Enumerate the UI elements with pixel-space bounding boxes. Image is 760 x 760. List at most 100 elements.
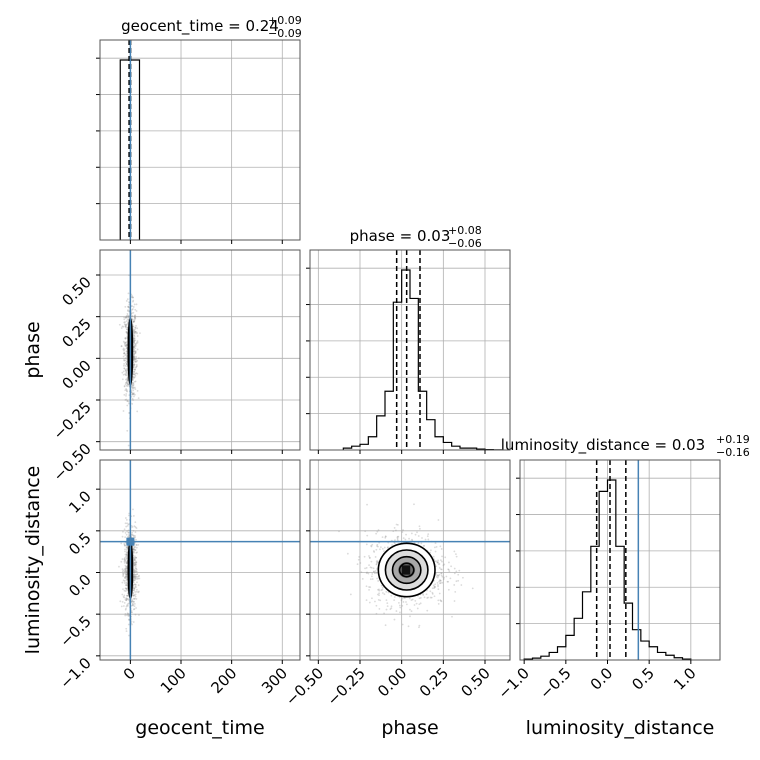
xtick-label-geocent-time: 0 [120,664,139,683]
density-phase-vs-luminosity-distance-point [453,567,456,570]
density-geocent-time-vs-luminosity-distance-point [138,577,141,580]
density-geocent-time-vs-luminosity-distance-point [136,573,139,575]
density-phase-vs-luminosity-distance-point [417,535,420,537]
density-geocent-time-vs-phase-point [131,308,134,311]
density-geocent-time-vs-phase-point [126,400,129,402]
density-geocent-time-vs-luminosity-distance-point [135,598,138,600]
density-geocent-time-vs-phase-point [132,306,135,308]
density-geocent-time-vs-phase-point [126,344,128,346]
density-geocent-time-vs-luminosity-distance-point [134,586,137,589]
density-phase-vs-luminosity-distance-point [360,571,363,573]
density-phase-vs-luminosity-distance-point [426,597,429,599]
density-geocent-time-vs-phase-point [132,332,135,335]
density-phase-vs-luminosity-distance-point [366,571,368,574]
density-geocent-time-vs-phase-point [123,367,126,370]
density-phase-vs-luminosity-distance-point [439,559,442,562]
density-geocent-time-vs-luminosity-distance-point [126,573,128,576]
density-geocent-time-vs-phase-point [132,392,135,395]
density-geocent-time-vs-phase-point [134,343,137,346]
density-phase-vs-luminosity-distance-point [400,599,403,602]
ytick-label-luminosity-distance: −1.0 [56,654,94,692]
density-phase-vs-luminosity-distance-point [418,597,421,600]
density-geocent-time-vs-phase-point [132,311,135,314]
density-geocent-time-vs-phase-point [135,310,138,312]
density-geocent-time-vs-luminosity-distance-point [123,589,126,592]
density-phase-vs-luminosity-distance-point [437,584,439,586]
density-geocent-time-vs-luminosity-distance-point [132,535,135,537]
density-phase-vs-luminosity-distance-point [442,578,445,580]
density-geocent-time-vs-luminosity-distance-point [131,600,134,603]
density-geocent-time-vs-phase-point [133,337,136,339]
density-phase-vs-luminosity-distance-point [437,585,439,588]
density-geocent-time-vs-luminosity-distance-point [133,550,135,553]
density-geocent-time-vs-phase-point [134,330,137,333]
density-geocent-time-vs-phase-point [120,327,123,329]
density-phase-vs-luminosity-distance-frame [309,459,511,661]
density-geocent-time-vs-luminosity-distance-point [124,564,127,567]
density-phase-vs-luminosity-distance-point [401,604,404,607]
density-geocent-time-vs-luminosity-distance-point [124,576,126,579]
density-geocent-time-vs-luminosity-distance-point [125,573,128,575]
density-phase-vs-luminosity-distance-point [418,527,421,530]
density-geocent-time-vs-phase-point [125,370,127,373]
density-geocent-time-vs-luminosity-distance-point [133,573,136,576]
density-geocent-time-vs-luminosity-distance-point [135,570,138,573]
density-phase-vs-luminosity-distance-point [433,586,436,588]
density-phase-vs-luminosity-distance-point [434,550,437,553]
density-phase-vs-luminosity-distance-point [440,548,443,550]
density-phase-vs-luminosity-distance-point [438,573,441,576]
density-geocent-time-vs-luminosity-distance-point [125,599,128,602]
density-phase-vs-luminosity-distance-point [425,593,428,596]
density-phase-vs-luminosity-distance-point [419,602,422,605]
density-geocent-time-vs-phase-point [134,350,137,353]
ytick-label-luminosity-distance: 0.5 [65,529,95,559]
density-geocent-time-vs-phase-point [133,360,136,363]
ylabel-luminosity-distance: luminosity_distance [22,466,44,655]
density-geocent-time-vs-phase-point [133,331,136,334]
density-phase-vs-luminosity-distance-point [411,538,413,541]
density-geocent-time-vs-phase-point [134,358,137,361]
density-geocent-time-vs-luminosity-distance-point [134,575,136,578]
density-geocent-time-vs-luminosity-distance-point [137,577,140,580]
density-geocent-time-vs-luminosity-distance-point [132,604,134,607]
density-geocent-time-vs-phase-point [132,366,135,369]
density-geocent-time-vs-phase-point [132,393,134,396]
density-geocent-time-vs-luminosity-distance-point [135,543,138,546]
density-geocent-time-vs-phase-point [126,378,129,381]
density-geocent-time-vs-phase-point [134,380,137,383]
ytick-label-luminosity-distance: 1.0 [65,487,95,517]
density-phase-vs-luminosity-distance-point [364,530,367,533]
density-geocent-time-vs-phase-point [137,357,140,360]
density-geocent-time-vs-luminosity-distance-point [127,623,130,626]
density-geocent-time-vs-phase-point [127,444,130,447]
density-geocent-time-vs-phase-point [122,410,125,412]
density-phase-vs-luminosity-distance-point [366,534,369,537]
xlabel-luminosity-distance: luminosity_distance [526,717,715,739]
density-geocent-time-vs-phase-point [126,383,129,386]
density-geocent-time-vs-luminosity-distance-point [126,603,129,605]
title-luminosity-distance-value: 0.03 [672,436,705,454]
density-phase-vs-luminosity-distance-point [421,537,423,539]
density-geocent-time-vs-phase-point [133,339,136,342]
title-phase-plus: +0.08 [448,224,482,237]
density-geocent-time-vs-luminosity-distance-point [134,578,137,580]
density-geocent-time-vs-phase-point [131,295,134,297]
density-geocent-time-vs-phase-point [125,344,128,347]
density-geocent-time-vs-phase-point [133,342,136,345]
density-phase-vs-luminosity-distance-point [368,557,371,559]
density-geocent-time-vs-luminosity-distance-point [125,574,128,576]
density-phase-vs-luminosity-distance-peak [401,565,411,575]
density-phase-vs-luminosity-distance-point [396,536,399,539]
density-phase-vs-luminosity-distance-point [457,579,460,582]
density-phase-vs-luminosity-distance-point [438,580,441,583]
density-geocent-time-vs-luminosity-distance-point [126,587,128,590]
density-geocent-time-vs-phase-point [126,377,129,380]
density-geocent-time-vs-luminosity-distance-point [123,561,126,564]
density-phase-vs-luminosity-distance-point [436,574,439,577]
density-phase-vs-luminosity-distance-point [390,605,393,608]
density-geocent-time-vs-luminosity-distance-point [126,613,129,616]
density-geocent-time-vs-luminosity-distance-point [123,542,126,545]
density-geocent-time-vs-luminosity-distance-point [126,604,128,607]
density-geocent-time-vs-luminosity-distance-point [125,553,128,556]
xtick-label-phase: 0.25 [416,664,452,700]
